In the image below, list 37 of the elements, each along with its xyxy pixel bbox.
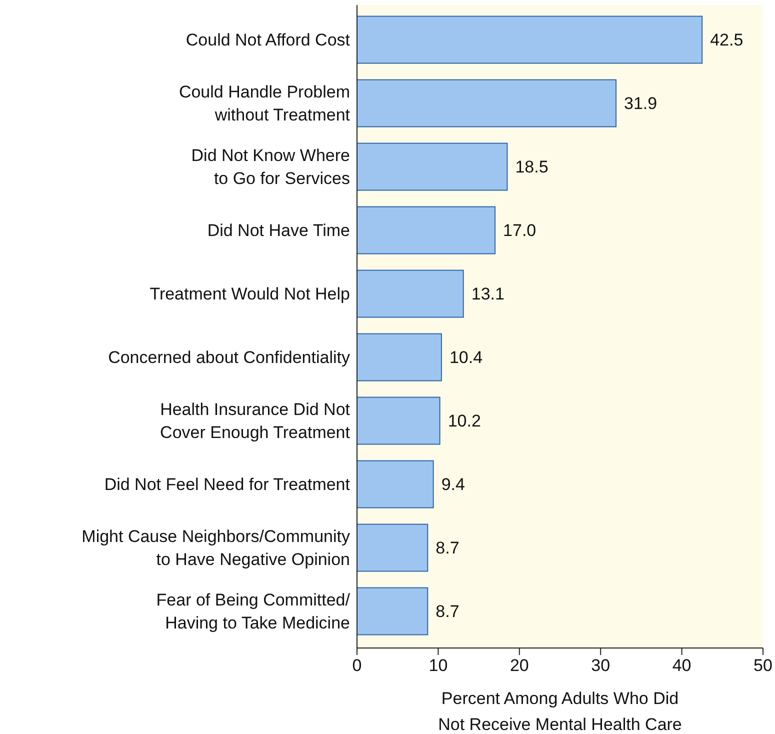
x-tick-label: 10 [428, 656, 448, 675]
data-label: 42.5 [710, 30, 744, 50]
y-tick-label: Could Handle Problem without Treatment [178, 82, 350, 125]
data-label: 10.2 [448, 412, 481, 431]
x-axis-title: Percent Among Adults Who Did Not Receive Mental Health Care [438, 689, 682, 734]
data-label: 8.7 [436, 538, 460, 558]
bar [356, 79, 617, 128]
y-tick-label: Might Cause Neighbors/Community to Have Negative Opinion [82, 527, 350, 570]
x-tick-label: 50 [754, 656, 772, 675]
y-tick-label: Did Not Know Where to Go for Services [191, 146, 350, 188]
data-label: 17.0 [503, 221, 536, 240]
bar [356, 396, 440, 445]
x-tick-label: 30 [591, 656, 610, 675]
x-tick-label: 40 [672, 656, 692, 675]
bar [356, 524, 428, 572]
data-label: 10.4 [449, 348, 483, 368]
bar [356, 16, 703, 64]
data-label: 31.9 [624, 94, 658, 114]
bar [356, 460, 434, 508]
x-tick-label: 20 [510, 656, 529, 675]
y-tick-label: Did Not Have Time [207, 221, 350, 240]
y-tick-label: Treatment Would Not Help [150, 284, 350, 304]
data-label: 9.4 [441, 475, 465, 494]
y-tick-label: Concerned about Confidentiality [108, 348, 350, 368]
bar [356, 142, 508, 191]
data-label: 13.1 [471, 284, 504, 304]
x-tick-label: 0 [352, 656, 362, 675]
y-tick-label: Did Not Feel Need for Treatment [104, 475, 350, 494]
bar [356, 587, 428, 636]
y-tick-label: Could Not Afford Cost [186, 30, 350, 50]
y-tick-label: Health Insurance Did Not Cover Enough Treatment [160, 400, 350, 442]
bar [356, 333, 442, 382]
bar [356, 206, 496, 254]
data-label: 18.5 [515, 158, 548, 177]
bar [356, 270, 464, 318]
y-tick-label: Fear of Being Committed/ Having to Take Medicine [156, 590, 350, 633]
data-label: 8.7 [436, 602, 460, 622]
